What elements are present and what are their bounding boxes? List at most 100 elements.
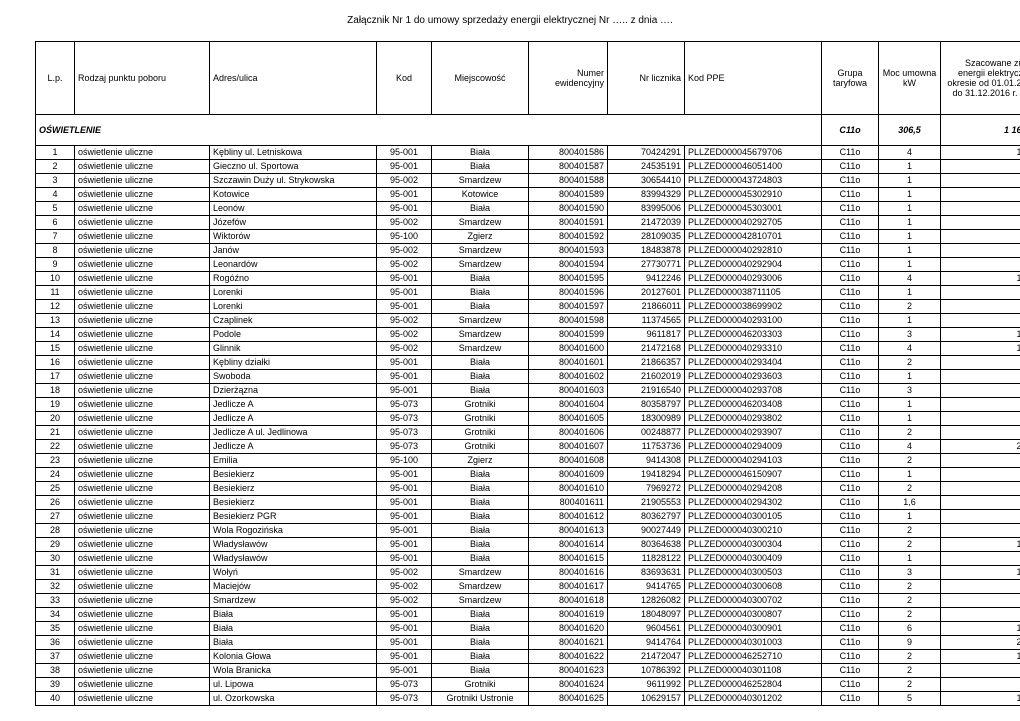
cell-ppe: PLLZED000040292705 (685, 216, 822, 230)
cell-ppe: PLLZED000040294302 (685, 496, 822, 510)
cell-zuz: 5 427 (941, 216, 1020, 230)
cell-ppe: PLLZED000040293802 (685, 412, 822, 426)
cell-grp: C11o (822, 678, 879, 692)
cell-msc: Biała (432, 160, 529, 174)
cell-moc: 2 (879, 426, 941, 440)
cell-grp: C11o (822, 258, 879, 272)
cell-ppe: PLLZED000043724803 (685, 174, 822, 188)
table-row: 21oświetlenie uliczneJedlicze A ul. Jedl… (36, 426, 1020, 440)
cell-msc: Smardzew (432, 258, 529, 272)
cell-moc: 2 (879, 524, 941, 538)
cell-ppe: PLLZED000045302910 (685, 188, 822, 202)
cell-moc: 1 (879, 202, 941, 216)
cell-msc: Biała (432, 370, 529, 384)
cell-ppe: PLLZED000046252710 (685, 650, 822, 664)
cell-msc: Biała (432, 664, 529, 678)
cell-rpp: oświetlenie uliczne (75, 412, 210, 426)
cell-rpp: oświetlenie uliczne (75, 398, 210, 412)
cell-lp: 37 (36, 650, 75, 664)
cell-adr: Glinnik (210, 342, 377, 356)
cell-lic: 7969272 (608, 482, 685, 496)
cell-msc: Grotniki (432, 440, 529, 454)
cell-moc: 2 (879, 580, 941, 594)
header-lp: L.p. (36, 42, 75, 115)
cell-num: 800401619 (529, 608, 608, 622)
cell-rpp: oświetlenie uliczne (75, 440, 210, 454)
cell-adr: Wola Branicka (210, 664, 377, 678)
table-row: 39oświetlenie uliczneul. Lipowa95-073Gro… (36, 678, 1020, 692)
cell-adr: Leonardów (210, 258, 377, 272)
cell-lic: 21905553 (608, 496, 685, 510)
cell-rpp: oświetlenie uliczne (75, 692, 210, 706)
cell-rpp: oświetlenie uliczne (75, 258, 210, 272)
cell-zuz: 606 (941, 174, 1020, 188)
cell-msc: Grotniki (432, 412, 529, 426)
cell-lp: 25 (36, 482, 75, 496)
cell-rpp: oświetlenie uliczne (75, 188, 210, 202)
cell-kod: 95-073 (377, 426, 432, 440)
cell-kod: 95-001 (377, 160, 432, 174)
table-row: 19oświetlenie uliczneJedlicze A95-073Gro… (36, 398, 1020, 412)
cell-zuz: 3 756 (941, 398, 1020, 412)
cell-num: 800401624 (529, 678, 608, 692)
cell-lp: 18 (36, 384, 75, 398)
cell-ppe: PLLZED000040300304 (685, 538, 822, 552)
cell-num: 800401606 (529, 426, 608, 440)
cell-lp: 8 (36, 244, 75, 258)
cell-msc: Kotowice (432, 188, 529, 202)
cell-lic: 70424291 (608, 146, 685, 160)
cell-moc: 1 (879, 286, 941, 300)
cell-zuz: 10 500 (941, 538, 1020, 552)
cell-ppe: PLLZED000046203408 (685, 398, 822, 412)
table-row: 26oświetlenie uliczneBesiekierz95-001Bia… (36, 496, 1020, 510)
cell-lp: 23 (36, 454, 75, 468)
cell-adr: ul. Ozorkowska (210, 692, 377, 706)
cell-zuz: 5 390 (941, 188, 1020, 202)
cell-msc: Smardzew (432, 174, 529, 188)
cell-num: 800401599 (529, 328, 608, 342)
cell-moc: 2 (879, 594, 941, 608)
cell-kod: 95-001 (377, 272, 432, 286)
cell-num: 800401616 (529, 566, 608, 580)
cell-ppe: PLLZED000040292904 (685, 258, 822, 272)
cell-moc: 1 (879, 412, 941, 426)
cell-grp: C11o (822, 580, 879, 594)
cell-lic: 20127601 (608, 286, 685, 300)
cell-ppe: PLLZED000045679706 (685, 146, 822, 160)
cell-ppe: PLLZED000040293404 (685, 356, 822, 370)
cell-rpp: oświetlenie uliczne (75, 678, 210, 692)
cell-zuz: 19 749 (941, 622, 1020, 636)
cell-msc: Smardzew (432, 314, 529, 328)
cell-lic: 10786392 (608, 664, 685, 678)
cell-ppe: PLLZED000040294208 (685, 482, 822, 496)
cell-zuz: 4 234 (941, 286, 1020, 300)
cell-lp: 20 (36, 412, 75, 426)
cell-lp: 7 (36, 230, 75, 244)
cell-kod: 95-002 (377, 580, 432, 594)
cell-adr: Czaplinek (210, 314, 377, 328)
cell-zuz: 9 146 (941, 580, 1020, 594)
cell-lic: 24535191 (608, 160, 685, 174)
cell-ppe: PLLZED000040293006 (685, 272, 822, 286)
cell-rpp: oświetlenie uliczne (75, 468, 210, 482)
cell-lic: 18483878 (608, 244, 685, 258)
header-zuz: Szacowane zużycie energii elektrycznej w… (941, 42, 1020, 115)
cell-zuz: 7 292 (941, 482, 1020, 496)
table-row: 32oświetlenie uliczneMaciejów95-002Smard… (36, 580, 1020, 594)
cell-kod: 95-002 (377, 594, 432, 608)
cell-num: 800401612 (529, 510, 608, 524)
table-row: 8oświetlenie uliczneJanów95-002Smardzew8… (36, 244, 1020, 258)
cell-rpp: oświetlenie uliczne (75, 608, 210, 622)
cell-grp: C11o (822, 468, 879, 482)
cell-grp: C11o (822, 552, 879, 566)
cell-msc: Grotniki (432, 398, 529, 412)
cell-lic: 83994329 (608, 188, 685, 202)
cell-rpp: oświetlenie uliczne (75, 146, 210, 160)
cell-num: 800401625 (529, 692, 608, 706)
cell-msc: Smardzew (432, 216, 529, 230)
cell-lic: 00248877 (608, 426, 685, 440)
cell-adr: Biała (210, 608, 377, 622)
cell-num: 800401589 (529, 188, 608, 202)
cell-grp: C11o (822, 384, 879, 398)
cell-zuz: 7 526 (941, 524, 1020, 538)
